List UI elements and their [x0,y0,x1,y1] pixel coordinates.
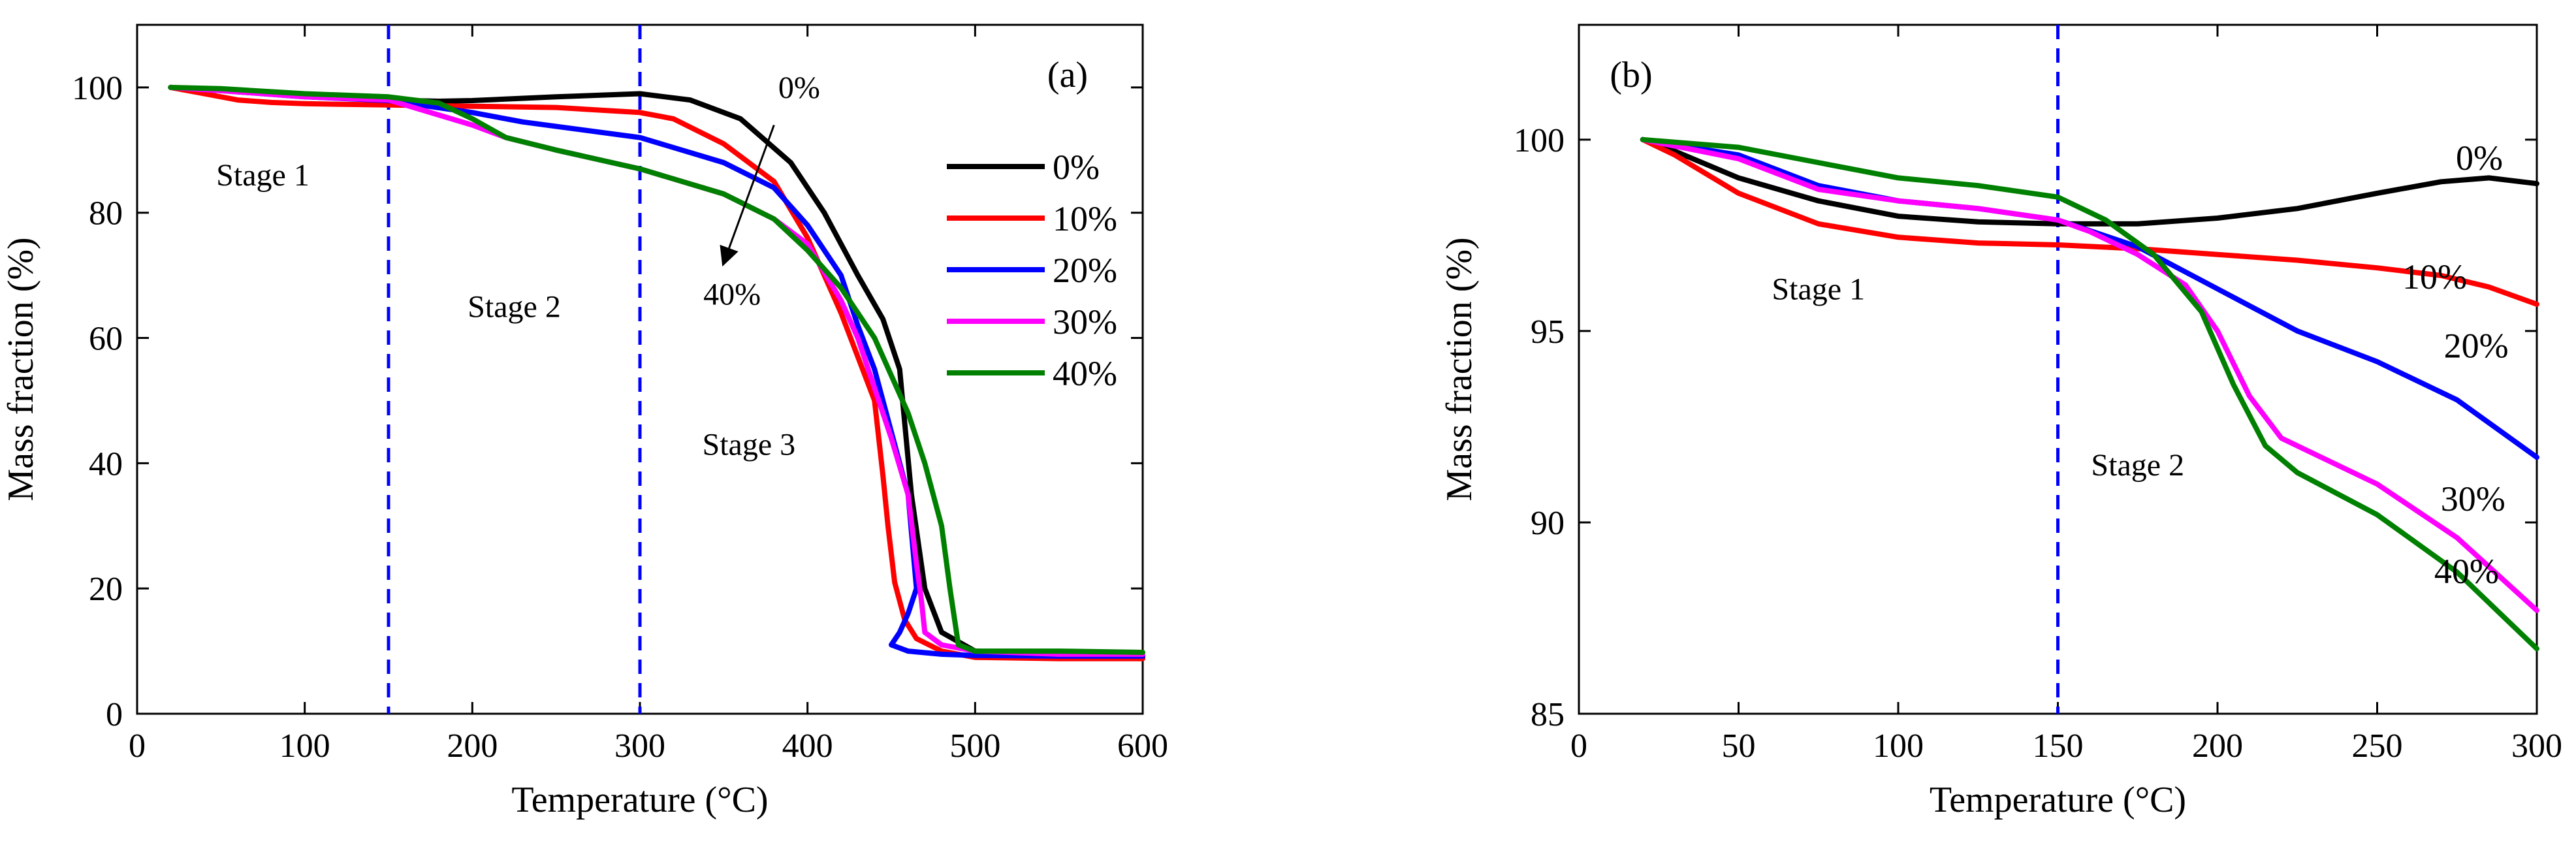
panel-a-legend: 0% 10% 20% 30% 40% [947,148,1117,393]
panel-b-x-tick-label: 150 [2033,727,2084,765]
panel-b-y-tick-label: 100 [1514,122,1565,159]
panel-a-x-axis-label: Temperature (°C) [511,780,768,820]
panel-b-series-label-10pct: 10% [2402,257,2467,296]
panel-a-annotation: Stage 1 [216,158,310,193]
panel-a-x-tick-label: 600 [1117,727,1168,765]
panel-b-y-tick-label: 90 [1531,505,1565,542]
panel-b-x-tick-label: 100 [1873,727,1924,765]
panel-b-x-tick-label: 50 [1722,727,1756,765]
panel-a-y-tick-label: 80 [89,195,123,232]
panel-a-legend-label: 10% [1053,199,1117,238]
panel-a-x-tick-label: 300 [614,727,665,765]
panel-a-legend-label: 20% [1053,251,1117,290]
panel-a-x-tick-label: 100 [279,727,330,765]
panel-a-legend-label: 40% [1053,354,1117,393]
panel-a-series-40pct [168,84,1145,655]
panel-b-x-tick-label: 300 [2511,727,2562,765]
panel-a-y-tick-label: 0 [106,696,123,733]
panel-b-x-axis-label: Temperature (°C) [1930,780,2186,820]
panel-a-trend-arrow [720,124,775,267]
panel-b-tag: (b) [1610,55,1652,95]
panel-a-series-30pct [168,84,1145,657]
panel-a-annotation: Stage 3 [703,428,796,462]
panel-a: 0 100 200 300 400 500 600 0 20 40 60 80 100 Temperatu… [1,24,1168,820]
panel-a-y-axis-label: Mass fraction (%) [1,237,41,501]
panel-a-x-tick-label: 200 [447,727,498,765]
panel-b-series-0pct [1640,136,2539,227]
panel-b-series-10pct [1640,136,2539,307]
panel-b-x-tick-label: 250 [2352,727,2403,765]
panel-b-x-tick-label: 0 [1570,727,1587,765]
panel-b-series-label-20pct: 20% [2444,326,2509,365]
panel-b-series-30pct [1640,136,2539,613]
panel-a-series-10pct [168,84,1145,662]
panel-a-legend-label: 0% [1053,148,1100,187]
panel-b-series-label-40pct: 40% [2434,552,2499,591]
panel-a-annotation: 40% [703,277,761,311]
panel-b-y-axis-label: Mass fraction (%) [1439,237,1480,501]
panel-b-series-label-30pct: 30% [2441,479,2505,518]
panel-b-y-tick-label: 85 [1531,696,1565,733]
panel-a-annotation: Stage 2 [468,290,561,325]
panel-a-x-tick-label: 500 [949,727,1000,765]
panel-a-tag: (a) [1047,55,1088,95]
panel-a-x-tick-label: 0 [129,727,146,765]
panel-b-annotation: Stage 2 [2091,448,2184,483]
panel-a-legend-label: 30% [1053,302,1117,342]
panel-b-annotation: Stage 1 [1772,272,1865,306]
panel-b-series-40pct [1640,136,2539,652]
panel-a-y-tick-label: 100 [72,70,123,107]
panel-b-series-label-0pct: 0% [2456,138,2503,178]
panel-a-x-tick-label: 400 [782,727,833,765]
panel-b-x-tick-label: 200 [2192,727,2243,765]
panel-a-y-tick-label: 40 [89,445,123,483]
panel-b-y-tick-label: 95 [1531,313,1565,351]
panel-a-y-tick-label: 60 [89,321,123,358]
panel-a-annotation: 0% [778,71,820,105]
panel-a-y-tick-label: 20 [89,571,123,608]
